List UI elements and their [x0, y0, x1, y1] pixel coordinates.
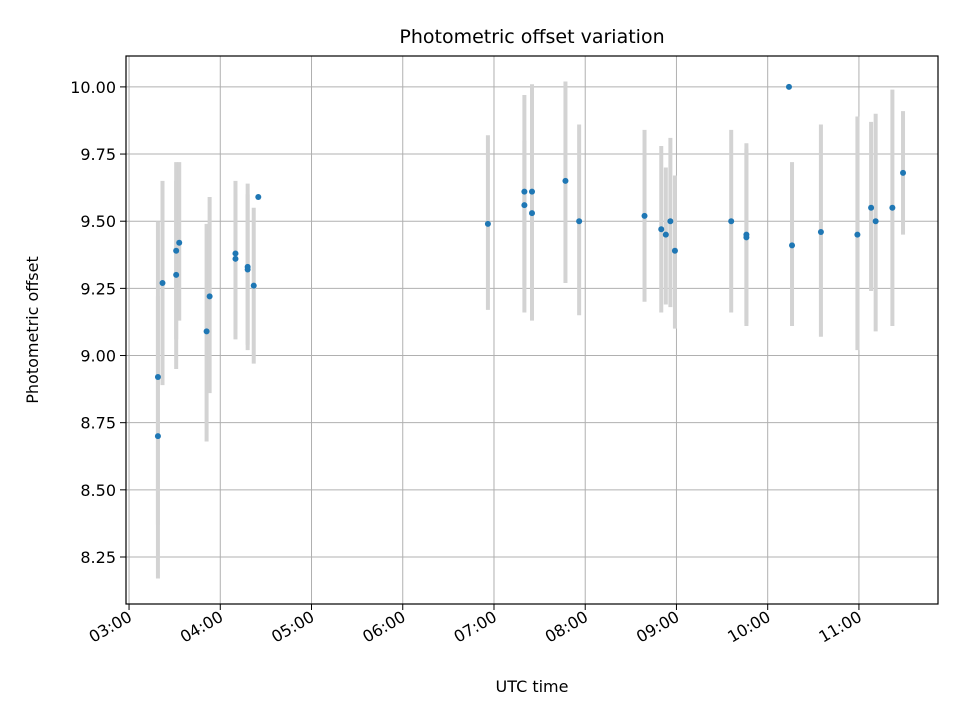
y-tick-label: 9.50 [80, 212, 116, 231]
data-point [743, 234, 750, 241]
data-point [785, 83, 792, 90]
data-point [667, 218, 674, 225]
data-point [562, 177, 569, 184]
data-point [232, 250, 239, 257]
y-tick-label: 9.00 [80, 347, 116, 366]
data-point [250, 282, 257, 289]
data-point [868, 204, 875, 211]
y-tick-label: 8.25 [80, 548, 116, 567]
data-points [154, 83, 907, 440]
data-point [872, 218, 879, 225]
data-point [255, 194, 262, 201]
y-axis: 8.25 8.50 8.75 9.00 9.25 9.50 9.75 10.00 [70, 78, 126, 567]
y-axis-label: Photometric offset [23, 256, 42, 404]
data-point [817, 228, 824, 235]
data-point [244, 266, 251, 273]
data-point [529, 210, 535, 217]
data-point [206, 293, 213, 300]
y-tick-label: 9.25 [80, 279, 116, 298]
data-point [159, 279, 166, 286]
data-point [176, 239, 183, 246]
data-point [203, 328, 210, 335]
data-point [854, 231, 861, 238]
data-point [529, 188, 535, 195]
data-point [789, 242, 796, 249]
data-point [641, 212, 648, 219]
data-point [658, 226, 665, 233]
data-point [521, 188, 528, 195]
data-point [889, 204, 896, 211]
y-tick-label: 8.50 [80, 481, 116, 500]
x-axis-label: UTC time [496, 677, 569, 696]
data-point [521, 202, 528, 209]
data-point [900, 169, 907, 176]
data-point [484, 220, 491, 227]
data-point [232, 255, 239, 262]
data-point [173, 271, 180, 278]
plot-frame [125, 55, 939, 605]
data-point [173, 247, 180, 254]
data-point [662, 231, 669, 238]
y-tick-label: 8.75 [80, 414, 116, 433]
y-tick-label: 9.75 [80, 145, 116, 164]
data-point [576, 218, 583, 225]
data-point [154, 374, 161, 381]
chart-title: Photometric offset variation [399, 26, 664, 48]
data-point [154, 433, 161, 440]
data-point [671, 247, 678, 254]
y-tick-label: 10.00 [70, 78, 116, 97]
data-point [728, 218, 735, 225]
